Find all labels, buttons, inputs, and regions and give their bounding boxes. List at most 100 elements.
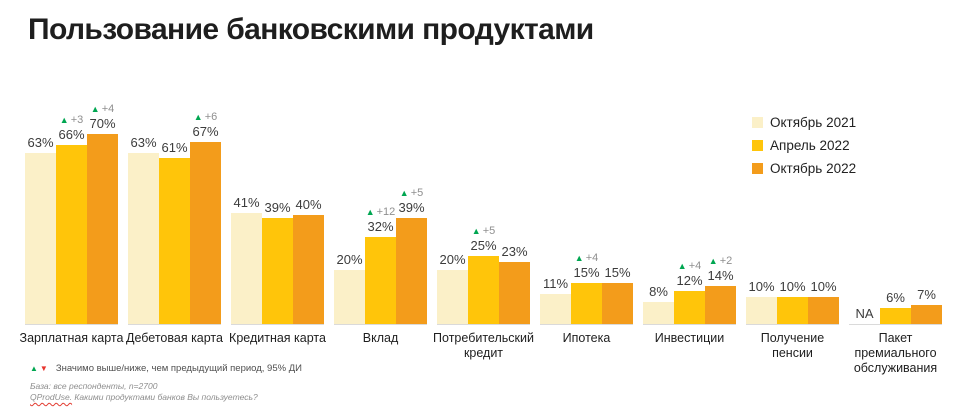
bar [602, 283, 633, 324]
category-label: Дебетовая карта [126, 331, 223, 345]
bar [808, 296, 839, 324]
triangle-up-icon: ▲ [708, 256, 718, 267]
bar-column: 6% [880, 290, 911, 324]
bar [880, 307, 911, 324]
value-label: 7% [917, 287, 936, 303]
triangle-up-icon: ▲ [574, 253, 584, 264]
bar-column: 40% [293, 197, 324, 324]
value-label: 66% [58, 126, 85, 142]
bar [128, 153, 159, 324]
triangle-down-icon: ▼ [39, 364, 48, 373]
bar-group: 10% 10% 10% [746, 95, 839, 325]
legend-swatch-icon [752, 117, 763, 128]
bar-column: 63% [25, 135, 56, 324]
category-label: Ипотека [562, 331, 611, 345]
value-label: 10% [748, 278, 775, 294]
bar-column: ▲ +2 14% [705, 255, 736, 324]
value-label: 20% [439, 251, 466, 267]
category-cell: Получение пенсии [746, 331, 839, 376]
value-label: 12% [676, 273, 703, 289]
bar-column: NA [849, 306, 880, 324]
bar-group: 20% ▲ +12 32% ▲ +5 39% [334, 95, 427, 325]
triangle-up-icon: ▲ [59, 114, 69, 125]
value-label: NA [855, 306, 874, 321]
value-label: 15% [604, 265, 631, 281]
bar [777, 296, 808, 324]
question-text: Какими продуктами банков Вы пользуетесь? [72, 392, 258, 402]
delta-value: +2 [719, 255, 733, 268]
bar [674, 291, 705, 324]
bar [705, 286, 736, 324]
delta-value: +4 [688, 260, 702, 273]
value-label: 8% [649, 284, 668, 300]
bar-column: 10% [746, 279, 777, 324]
bar [396, 218, 427, 324]
bar [190, 142, 221, 324]
legend-item: Октябрь 2021 [752, 113, 856, 132]
category-cell: Ипотека [540, 331, 633, 376]
bar [540, 294, 571, 324]
value-label: 70% [89, 116, 116, 132]
bar [262, 218, 293, 324]
triangle-up-icon: ▲ [399, 188, 409, 199]
legend-label: Октябрь 2021 [770, 115, 857, 130]
category-cell: Инвестиции [643, 331, 736, 376]
category-label: Получение пенсии [760, 331, 825, 360]
bar [293, 215, 324, 324]
triangle-up-icon: ▲ [471, 226, 481, 237]
bar [911, 305, 942, 324]
bar [643, 302, 674, 324]
bar [87, 134, 118, 324]
bar [231, 212, 262, 324]
delta-value: +5 [410, 187, 424, 200]
value-label: 39% [398, 200, 425, 216]
category-cell: Вклад [334, 331, 427, 376]
value-label: 63% [130, 135, 157, 151]
value-label: 41% [233, 194, 260, 210]
category-label: Потребительский кредит [433, 331, 534, 360]
delta-value: +4 [101, 103, 115, 116]
bar-column: ▲ +5 39% [396, 187, 427, 324]
value-label: 15% [573, 265, 600, 281]
delta-value: +6 [204, 111, 218, 124]
bar-column: 63% [128, 135, 159, 324]
bar-column: 20% [334, 252, 365, 324]
bar-column: ▲ +4 70% [87, 103, 118, 324]
value-label: 63% [27, 135, 54, 151]
bar-group: 63% ▲ +3 66% ▲ +4 70% [25, 95, 118, 325]
question-code: QProdUse. [30, 392, 73, 402]
bar-group: 63% 61% ▲ +6 67% [128, 95, 221, 325]
bar-group: NA 6% 7% [849, 95, 942, 325]
category-cell: Кредитная карта [229, 331, 326, 376]
value-label: 25% [470, 238, 497, 254]
delta-value: +5 [482, 225, 496, 238]
value-label: 20% [336, 251, 363, 267]
bar-column: 61% [159, 140, 190, 324]
bar-column: ▲ +12 32% [365, 206, 396, 324]
value-label: 10% [779, 278, 806, 294]
page-title: Пользование банковскими продуктами [28, 13, 594, 46]
bar-column: ▲ +4 15% [571, 252, 602, 324]
bar-group: 11% ▲ +4 15% 15% [540, 95, 633, 325]
delta-value: +3 [70, 113, 84, 126]
bar-group: 8% ▲ +4 12% ▲ +2 14% [643, 95, 736, 325]
triangle-up-icon: ▲ [677, 261, 687, 272]
bar [571, 283, 602, 324]
triangle-up-icon: ▲ [193, 112, 203, 123]
triangle-up-icon: ▲ [90, 104, 100, 115]
value-label: 11% [542, 276, 569, 292]
value-label: 67% [192, 124, 219, 140]
bar [56, 144, 87, 324]
delta-badge: ▲ +3 [60, 114, 83, 127]
delta-badge: ▲ +5 [400, 187, 423, 200]
delta-badge: ▲ +4 [91, 103, 114, 116]
bar-column: ▲ +4 12% [674, 260, 705, 324]
value-label: 32% [367, 219, 394, 235]
category-label: Кредитная карта [229, 331, 326, 345]
triangle-up-icon: ▲ [30, 364, 38, 373]
plot-area: 63% ▲ +3 66% ▲ +4 70% 63% 61% ▲ +6 67% 41% 39% 40% 20% ▲… [25, 95, 942, 325]
value-label: 14% [707, 268, 734, 284]
delta-value: +12 [376, 206, 396, 219]
value-label: 6% [886, 289, 905, 305]
